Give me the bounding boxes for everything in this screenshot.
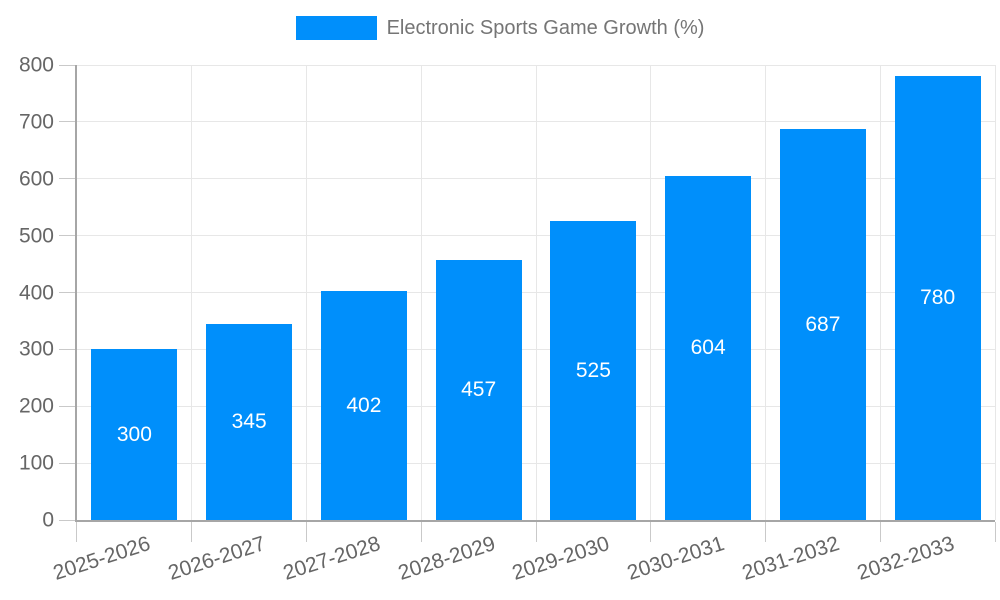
x-axis-tick <box>191 522 193 542</box>
bar[interactable]: 300 <box>91 349 178 520</box>
x-axis-label: 2028-2029 <box>395 532 498 585</box>
v-gridline <box>994 65 996 520</box>
y-axis-label: 0 <box>42 508 54 532</box>
x-axis-tick <box>535 522 537 542</box>
v-gridline <box>191 65 193 520</box>
v-gridline <box>306 65 307 520</box>
y-axis-tick <box>59 348 75 350</box>
bar-value-label: 300 <box>116 422 152 446</box>
v-gridline <box>879 65 881 520</box>
legend-label: Electronic Sports Game Growth (%) <box>386 16 705 39</box>
bar-value-label: 525 <box>575 358 611 382</box>
y-axis-label: 600 <box>18 167 54 191</box>
bar[interactable]: 457 <box>435 260 522 520</box>
x-axis-tick <box>650 522 652 542</box>
y-axis-label: 700 <box>18 110 54 134</box>
bar[interactable]: 687 <box>779 129 866 520</box>
bar-value-label: 687 <box>805 312 841 336</box>
x-axis-tick <box>994 522 996 542</box>
y-axis-label: 500 <box>18 224 54 248</box>
bar[interactable]: 345 <box>206 323 293 520</box>
bar[interactable]: 525 <box>550 221 637 520</box>
x-axis-tick <box>306 522 307 542</box>
x-axis-label: 2027-2028 <box>280 532 383 585</box>
y-axis-tick <box>59 235 75 237</box>
y-axis-tick <box>59 519 75 521</box>
bar[interactable]: 402 <box>320 291 407 520</box>
bar-value-label: 457 <box>461 378 497 402</box>
x-axis-label: 2026-2027 <box>165 532 269 585</box>
bar-value-label: 604 <box>690 336 726 360</box>
y-axis-label: 100 <box>18 451 54 475</box>
legend-swatch-icon <box>295 16 377 40</box>
x-axis-label: 2030-2031 <box>624 532 728 585</box>
v-gridline <box>765 65 766 520</box>
y-axis-label: 800 <box>18 53 54 77</box>
x-axis-label: 2025-2026 <box>50 532 154 585</box>
v-gridline <box>535 65 537 520</box>
x-axis-label: 2029-2030 <box>509 532 613 585</box>
y-axis-label: 400 <box>18 281 54 304</box>
legend[interactable]: Electronic Sports Game Growth (%) <box>0 16 1000 40</box>
v-gridline <box>650 65 652 520</box>
y-axis-tick <box>59 121 75 123</box>
y-axis-label: 300 <box>18 337 54 361</box>
x-axis-tick <box>765 522 766 542</box>
y-axis-tick <box>59 292 75 293</box>
bar[interactable]: 604 <box>665 176 752 520</box>
y-axis-label: 200 <box>18 394 54 418</box>
bar[interactable]: 780 <box>894 76 981 520</box>
y-axis-tick <box>59 178 75 180</box>
y-axis-tick <box>59 462 75 464</box>
x-axis-tick <box>75 522 77 542</box>
x-axis-tick <box>420 522 422 542</box>
bar-value-label: 780 <box>920 286 956 310</box>
y-axis-tick <box>59 64 75 66</box>
bar-value-label: 345 <box>231 409 267 433</box>
x-axis-label: 2032-2033 <box>854 532 957 585</box>
plot-area: 0 100 200 300 400 500 600 700 800 300 345 402 457 525… <box>19 55 996 585</box>
x-axis-label: 2031-2032 <box>739 532 842 585</box>
bar-value-label: 402 <box>346 393 382 417</box>
x-axis-tick <box>879 522 881 542</box>
v-gridline <box>420 65 422 520</box>
y-axis-tick <box>59 405 75 407</box>
